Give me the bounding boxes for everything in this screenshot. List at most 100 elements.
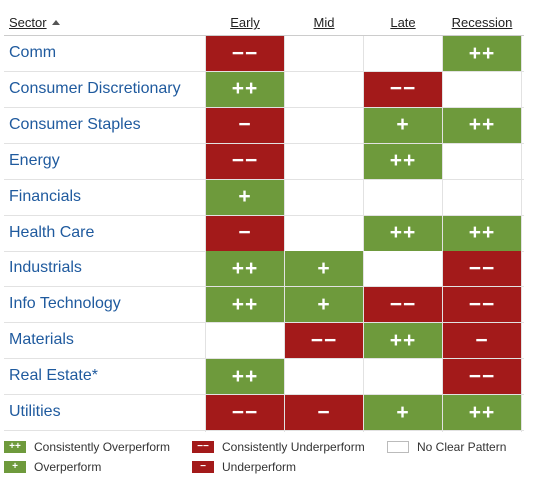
sector-name[interactable]: Energy xyxy=(9,151,60,169)
performance-cell-late: −− xyxy=(364,71,442,107)
column-divider xyxy=(205,36,206,432)
legend-label: Overperform xyxy=(34,460,102,474)
sector-name[interactable]: Materials xyxy=(9,331,74,349)
legend-label: No Clear Pattern xyxy=(417,440,507,454)
performance-cell-mid: − xyxy=(285,395,363,430)
performance-symbol: ++ xyxy=(468,400,496,424)
performance-symbol: ++ xyxy=(231,364,259,388)
column-header-mid[interactable]: Mid xyxy=(313,15,335,30)
performance-cell-late xyxy=(364,251,442,287)
performance-symbol: + xyxy=(238,185,252,209)
sector-name[interactable]: Real Estate* xyxy=(9,367,98,385)
performance-cell-late: ++ xyxy=(364,215,442,251)
table-row: Info Technology ++ + −− −− xyxy=(4,287,524,324)
performance-cell-mid xyxy=(285,215,363,251)
legend-swatch: −− xyxy=(192,441,214,453)
sector-name[interactable]: Utilities xyxy=(9,403,61,420)
performance-symbol: ++ xyxy=(468,113,496,137)
performance-symbol: ++ xyxy=(389,149,417,173)
table-header: Sector Early Mid Late Recession xyxy=(4,8,524,36)
performance-symbol: + xyxy=(396,400,410,424)
sector-name[interactable]: Info Technology xyxy=(9,295,121,313)
performance-cell-recession: −− xyxy=(443,287,521,323)
table-row: Energy −− ++ xyxy=(4,143,524,180)
performance-symbol: − xyxy=(238,221,252,244)
performance-symbol: + xyxy=(317,292,331,316)
legend-swatch: − xyxy=(192,461,214,473)
table-row: Real Estate* ++ −− xyxy=(4,359,524,396)
performance-symbol: −− xyxy=(231,400,259,424)
performance-symbol: + xyxy=(317,256,331,280)
performance-symbol: −− xyxy=(468,292,496,316)
legend-item: + Overperform xyxy=(4,460,101,474)
performance-symbol: ++ xyxy=(468,221,496,244)
performance-symbol: − xyxy=(475,328,489,352)
performance-cell-late xyxy=(364,179,442,215)
sector-name[interactable]: Consumer Staples xyxy=(9,115,141,133)
performance-cell-recession: ++ xyxy=(443,395,521,430)
column-divider xyxy=(284,36,285,432)
column-divider xyxy=(521,36,522,432)
legend-swatch: ++ xyxy=(4,441,26,453)
performance-cell-early: ++ xyxy=(206,71,284,107)
performance-cell-late xyxy=(364,36,442,71)
sector-name[interactable]: Consumer Discretionary xyxy=(9,79,181,97)
table-row: Financials + xyxy=(4,179,524,216)
column-divider xyxy=(442,36,443,432)
performance-cell-recession: ++ xyxy=(443,215,521,251)
performance-symbol: − xyxy=(317,400,331,424)
performance-cell-early: ++ xyxy=(206,287,284,323)
performance-cell-mid xyxy=(285,107,363,143)
table-row: Industrials ++ + −− xyxy=(4,251,524,288)
performance-cell-early: −− xyxy=(206,36,284,71)
performance-cell-recession: ++ xyxy=(443,36,521,71)
performance-cell-late: −− xyxy=(364,287,442,323)
column-header-late[interactable]: Late xyxy=(390,15,416,30)
performance-cell-mid xyxy=(285,36,363,71)
performance-symbol: −− xyxy=(389,292,417,316)
performance-cell-early: ++ xyxy=(206,359,284,395)
sector-name[interactable]: Comm xyxy=(9,44,57,61)
performance-cell-mid xyxy=(285,71,363,107)
legend-label: Consistently Underperform xyxy=(222,440,365,454)
performance-cell-recession xyxy=(443,71,521,107)
column-divider xyxy=(363,36,364,432)
performance-cell-recession: −− xyxy=(443,251,521,287)
column-header-recession[interactable]: Recession xyxy=(451,15,513,30)
sector-name[interactable]: Financials xyxy=(9,187,82,205)
performance-cell-recession: − xyxy=(443,323,521,359)
performance-symbol: ++ xyxy=(389,221,417,244)
performance-symbol: + xyxy=(396,113,410,137)
performance-symbol: −− xyxy=(231,41,259,65)
performance-cell-mid: + xyxy=(285,251,363,287)
column-header-early[interactable]: Early xyxy=(230,15,260,30)
performance-cell-recession: −− xyxy=(443,359,521,395)
performance-cell-late: ++ xyxy=(364,143,442,179)
sort-ascending-icon xyxy=(51,20,60,25)
performance-symbol: ++ xyxy=(231,77,259,101)
performance-symbol: ++ xyxy=(468,41,496,65)
performance-cell-mid: + xyxy=(285,287,363,323)
performance-symbol: −− xyxy=(468,364,496,388)
column-header-sector[interactable]: Sector xyxy=(9,15,60,30)
performance-cell-early: −− xyxy=(206,395,284,430)
performance-cell-early: − xyxy=(206,107,284,143)
performance-cell-late: + xyxy=(364,107,442,143)
performance-cell-early: −− xyxy=(206,143,284,179)
legend-swatch: + xyxy=(4,461,26,473)
performance-cell-early: + xyxy=(206,179,284,215)
performance-symbol: −− xyxy=(389,77,417,101)
table-row: Consumer Discretionary ++ −− xyxy=(4,71,524,108)
performance-cell-late: ++ xyxy=(364,323,442,359)
table-row: Comm −− ++ xyxy=(4,36,524,72)
legend: ++ Consistently Overperform −− Consistently… xyxy=(4,440,534,484)
performance-cell-early xyxy=(206,323,284,359)
legend-label: Underperform xyxy=(222,460,297,474)
sector-name[interactable]: Industrials xyxy=(9,259,82,277)
sector-name[interactable]: Health Care xyxy=(9,223,95,241)
performance-symbol: −− xyxy=(231,149,259,173)
performance-symbol: −− xyxy=(310,328,338,352)
legend-item: − Underperform xyxy=(192,460,296,474)
performance-cell-recession xyxy=(443,143,521,179)
performance-symbol: −− xyxy=(468,256,496,280)
